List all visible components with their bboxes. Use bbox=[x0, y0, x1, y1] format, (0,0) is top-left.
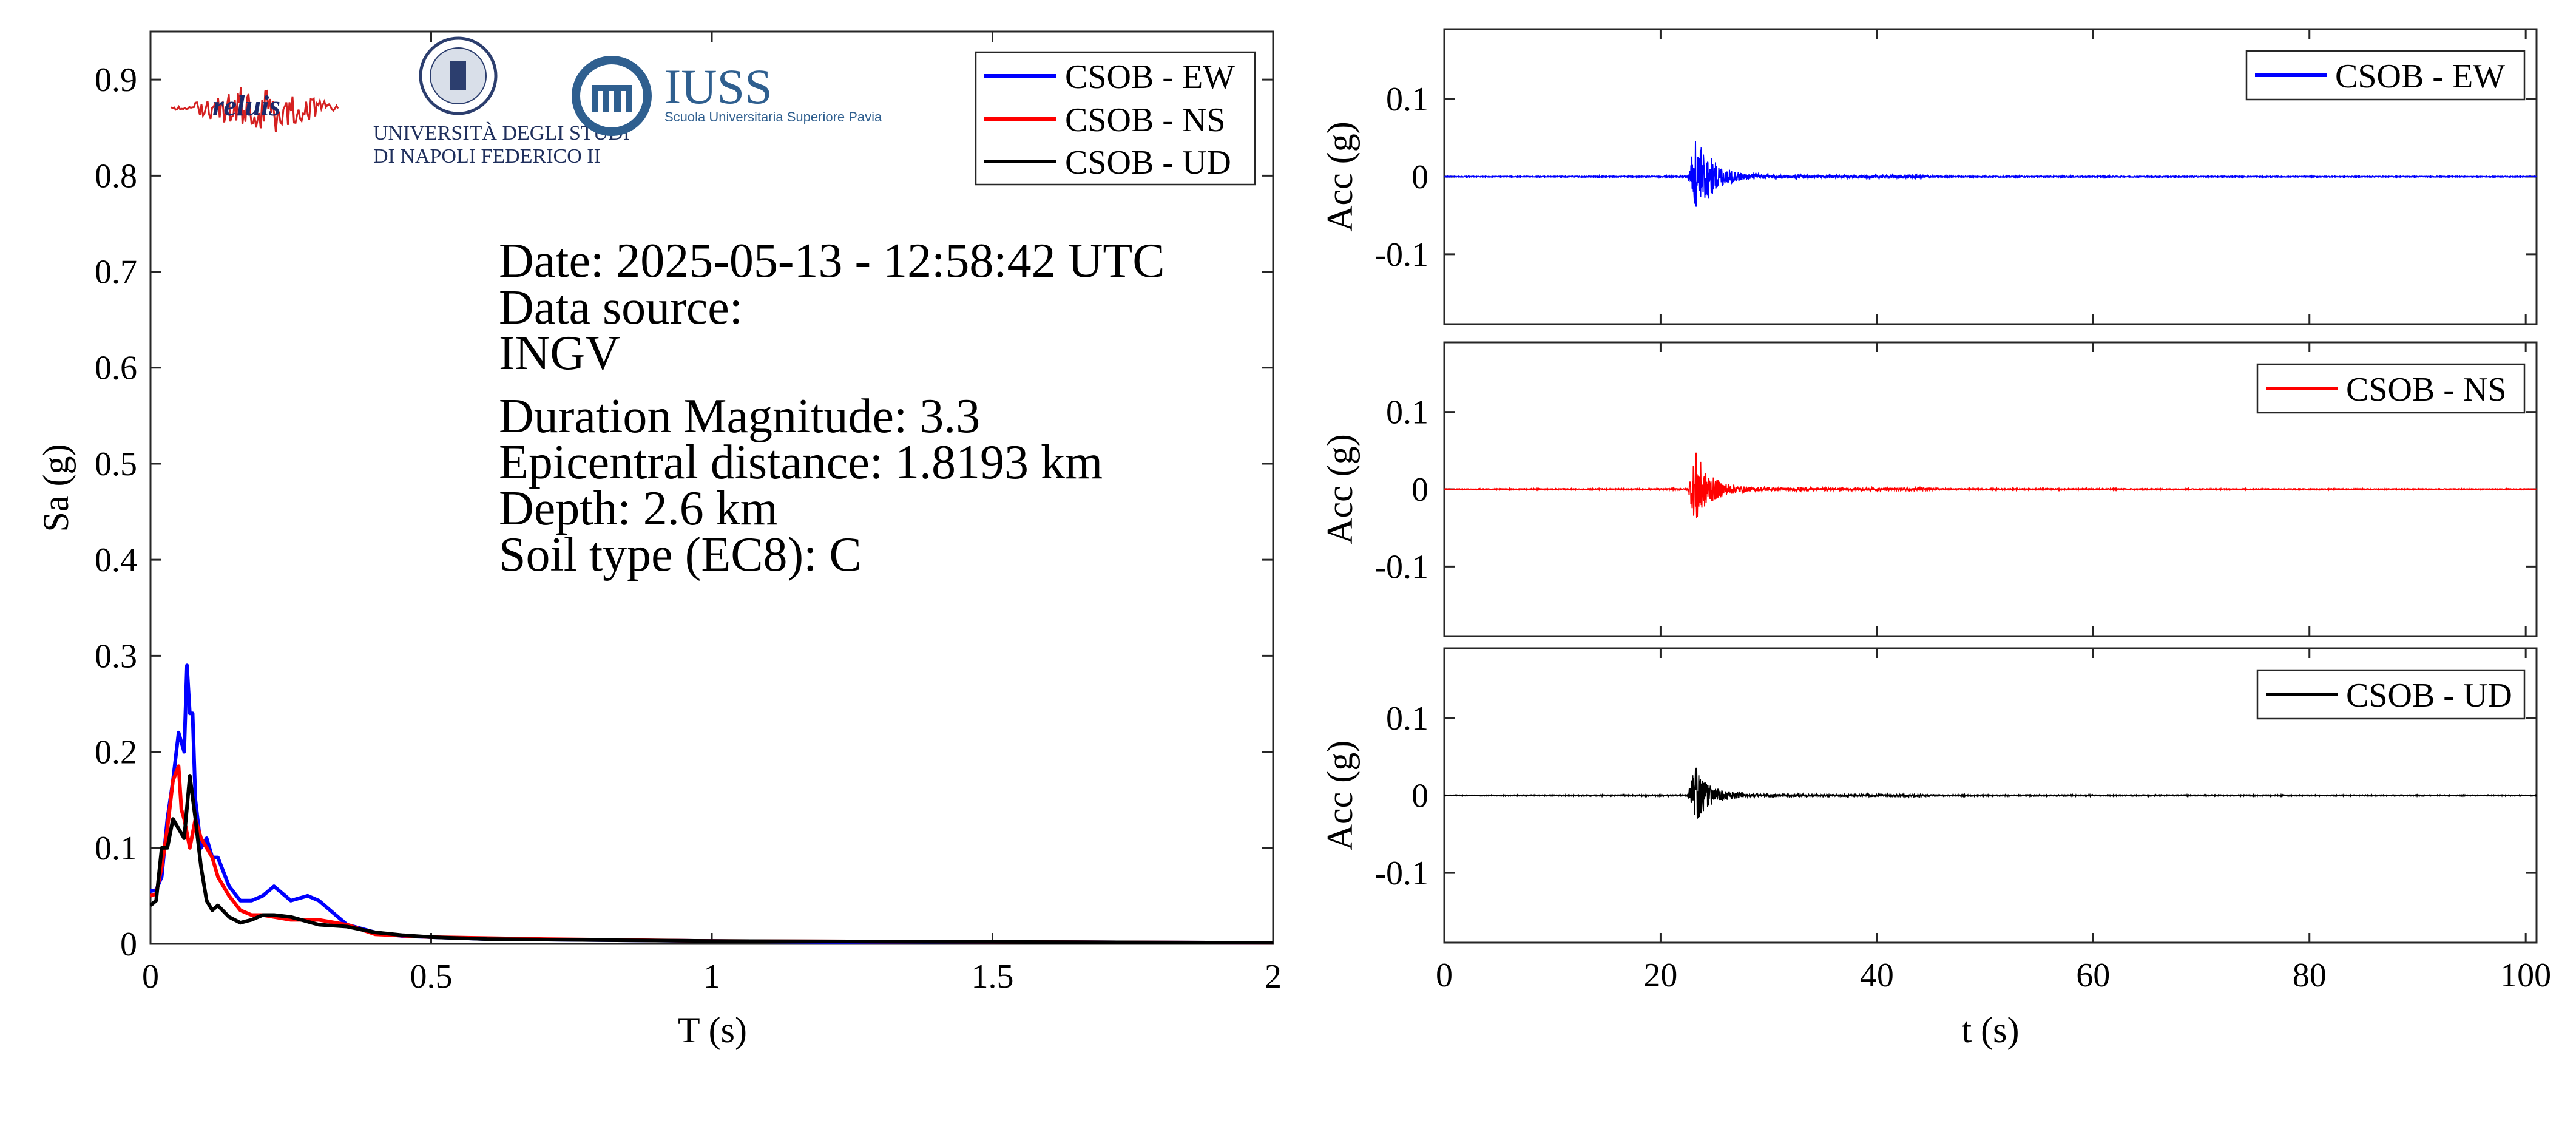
y-tick-label: -0.1 bbox=[1374, 855, 1428, 892]
accelerogram-trace bbox=[1444, 141, 2537, 207]
legend-label-ew: CSOB - EW bbox=[1065, 58, 1235, 96]
accelerogram-ew: 0.1 0 -0.1 CSOB - EW Acc (g) bbox=[1320, 28, 2538, 325]
iuss-emblem-column bbox=[609, 91, 614, 112]
y-tick-label: 0.1 bbox=[1386, 700, 1428, 737]
legend-label-ns: CSOB - NS bbox=[1065, 101, 1226, 139]
accelerogram-ns: 0.1 0 -0.1 CSOB - NS Acc (g) bbox=[1320, 341, 2538, 637]
y-tick-label: 0.4 bbox=[95, 541, 137, 579]
iuss-emblem-column bbox=[598, 91, 603, 112]
x-tick-label: 0 bbox=[1436, 957, 1453, 994]
iuss-emblem-column bbox=[621, 91, 626, 112]
x-tick-label: 2 bbox=[1265, 958, 1282, 995]
x-tick-label: 80 bbox=[2293, 957, 2327, 994]
y-tick-label: -0.1 bbox=[1374, 236, 1428, 274]
accelerogram-x-axis-label: t (s) bbox=[1962, 1010, 2020, 1050]
x-tick-label: 0.5 bbox=[410, 958, 453, 995]
y-tick-label: 0 bbox=[1411, 158, 1428, 196]
iuss-logo: IUSS Scuola Universitaria Superiore Pavi… bbox=[572, 56, 882, 136]
accelerogram-ns-signal bbox=[1444, 452, 2537, 518]
spectrum-y-axis-label: Sa (g) bbox=[36, 444, 76, 532]
y-tick-label: 0.9 bbox=[95, 61, 137, 99]
y-tick-label: 0.7 bbox=[95, 254, 137, 291]
y-tick-label: 0.1 bbox=[1386, 81, 1428, 118]
accelerogram-ns-y-axis-label: Acc (g) bbox=[1320, 434, 1360, 544]
reluis-wave-icon bbox=[171, 87, 339, 132]
spectrum-ticks: 0 0.5 1 1.5 2 0 0.1 0.2 0.3 0.4 0.5 0.6 0.7 0.8 0.9 bbox=[95, 32, 1282, 995]
y-tick-label: 0.1 bbox=[95, 830, 137, 867]
unina-seal-figure bbox=[450, 61, 466, 90]
y-tick-label: 0.2 bbox=[95, 734, 137, 771]
x-tick-label: 1.5 bbox=[972, 958, 1014, 995]
spectrum-lines bbox=[149, 663, 1274, 945]
response-spectrum-chart: 0 0.5 1 1.5 2 0 0.1 0.2 0.3 0.4 0.5 0.6 0.7 0.8 0.9 re… bbox=[36, 30, 1282, 1050]
unina-logo-line2: DI NAPOLI FEDERICO II bbox=[373, 145, 601, 168]
x-tick-label: 60 bbox=[2076, 957, 2110, 994]
x-tick-label: 20 bbox=[1643, 957, 1677, 994]
accelerogram-ns-legend-box bbox=[2256, 363, 2526, 414]
y-tick-label: 0.1 bbox=[1386, 394, 1428, 432]
y-tick-label: -0.1 bbox=[1374, 548, 1428, 586]
y-tick-label: 0 bbox=[1411, 778, 1428, 815]
accelerogram-ud-signal bbox=[1444, 767, 2537, 819]
y-tick-label: 0.5 bbox=[95, 446, 137, 483]
event-info: Date: 2025-05-13 - 12:58:42 UTC Data sou… bbox=[499, 234, 1165, 581]
accelerogram-ud-legend: CSOB - UD bbox=[2256, 669, 2526, 720]
spectrum-x-axis-label: T (s) bbox=[678, 1010, 747, 1050]
accelerogram-trace bbox=[1444, 767, 2537, 819]
accelerogram-ud-ticks: 0.1 0 -0.1 0 20 40 60 80 100 bbox=[1374, 648, 2551, 994]
y-tick-label: 0 bbox=[1411, 471, 1428, 509]
x-tick-label: 0 bbox=[142, 958, 159, 995]
unina-seal-icon bbox=[419, 36, 498, 115]
event-date: Date: 2025-05-13 - 12:58:42 UTC bbox=[499, 234, 1165, 288]
iuss-logo-text: IUSS bbox=[664, 59, 772, 114]
accelerogram-ew-legend-label: CSOB - EW bbox=[2335, 58, 2505, 95]
y-tick-label: 0.8 bbox=[95, 157, 137, 195]
spectrum-legend: CSOB - EW CSOB - NS CSOB - UD bbox=[975, 51, 1256, 186]
y-tick-label: 0 bbox=[120, 926, 137, 963]
accelerogram-ud-legend-label: CSOB - UD bbox=[2346, 677, 2512, 714]
iuss-logo-subtitle: Scuola Universitaria Superiore Pavia bbox=[664, 109, 882, 124]
accelerogram-ew-ticks: 0.1 0 -0.1 bbox=[1374, 29, 2537, 324]
accelerogram-ew-y-axis-label: Acc (g) bbox=[1320, 121, 1360, 232]
reluis-logo-text: reluis bbox=[212, 90, 280, 122]
accelerogram-ew-signal bbox=[1444, 141, 2537, 207]
accelerogram-ud-y-axis-label: Acc (g) bbox=[1320, 741, 1360, 851]
x-tick-label: 100 bbox=[2500, 957, 2551, 994]
x-tick-label: 1 bbox=[703, 958, 720, 995]
unina-logo: UNIVERSITÀ DEGLI STUDI DI NAPOLI FEDERIC… bbox=[373, 36, 630, 168]
epicentral-distance: Epicentral distance: 1.8193 km bbox=[499, 436, 1103, 489]
soil-type: Soil type (EC8): C bbox=[499, 528, 862, 581]
accelerogram-ew-legend: CSOB - EW bbox=[2245, 50, 2526, 101]
data-source: INGV bbox=[499, 327, 620, 380]
event-depth: Depth: 2.6 km bbox=[499, 482, 778, 535]
y-tick-label: 0.6 bbox=[95, 350, 137, 387]
y-tick-label: 0.3 bbox=[95, 637, 137, 675]
accelerogram-ns-ticks: 0.1 0 -0.1 bbox=[1374, 342, 2537, 636]
reluis-logo: reluis bbox=[171, 87, 339, 132]
data-source-label: Data source: bbox=[499, 281, 743, 334]
legend-label-ud: CSOB - UD bbox=[1065, 144, 1231, 181]
x-tick-label: 40 bbox=[1860, 957, 1894, 994]
spectrum-series-ud bbox=[149, 774, 1274, 945]
accelerogram-trace bbox=[1444, 452, 2537, 518]
accelerogram-panels: 0.1 0 -0.1 CSOB - EW Acc (g) 0.1 0 -0.1 CSOB… bbox=[1320, 28, 2551, 1050]
accelerogram-ns-legend: CSOB - NS bbox=[2256, 363, 2526, 414]
accelerogram-ud: 0.1 0 -0.1 0 20 40 60 80 100 CSOB - UD Acc (g) bbox=[1320, 647, 2551, 994]
event-magnitude: Duration Magnitude: 3.3 bbox=[499, 390, 980, 443]
accelerogram-ns-legend-label: CSOB - NS bbox=[2346, 371, 2507, 409]
